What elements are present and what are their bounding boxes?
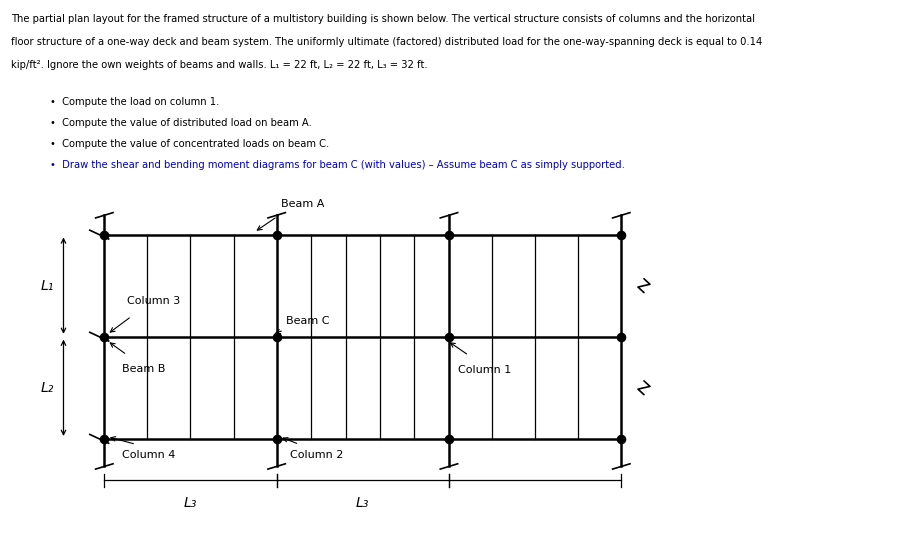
Text: Column 2: Column 2 — [290, 450, 344, 460]
Text: L₁: L₁ — [41, 279, 54, 293]
Text: L₃: L₃ — [356, 496, 369, 509]
Point — [97, 230, 112, 239]
Text: L₃: L₃ — [184, 496, 197, 509]
Text: •  Compute the value of concentrated loads on beam C.: • Compute the value of concentrated load… — [50, 139, 329, 149]
Point — [614, 332, 629, 341]
Text: Beam C: Beam C — [286, 316, 329, 326]
Point — [442, 332, 456, 341]
Text: Column 1: Column 1 — [458, 365, 512, 375]
Text: •  Compute the value of distributed load on beam A.: • Compute the value of distributed load … — [50, 118, 312, 128]
Text: •  Compute the load on column 1.: • Compute the load on column 1. — [50, 97, 219, 107]
Text: The partial plan layout for the framed structure of a multistory building is sho: The partial plan layout for the framed s… — [11, 14, 755, 24]
Point — [442, 230, 456, 239]
Point — [269, 230, 284, 239]
Text: floor structure of a one-way deck and beam system. The uniformly ultimate (facto: floor structure of a one-way deck and be… — [11, 37, 762, 47]
Point — [269, 434, 284, 443]
Point — [97, 332, 112, 341]
Point — [269, 332, 284, 341]
Text: kip/ft². Ignore the own weights of beams and walls. L₁ = 22 ft, L₂ = 22 ft, L₃ =: kip/ft². Ignore the own weights of beams… — [11, 60, 427, 70]
Text: L₂: L₂ — [41, 381, 54, 395]
Point — [614, 434, 629, 443]
Point — [614, 230, 629, 239]
Text: Column 3: Column 3 — [127, 296, 180, 306]
Text: •  Draw the shear and bending moment diagrams for beam C (with values) – Assume : • Draw the shear and bending moment diag… — [50, 160, 625, 170]
Text: Column 4: Column 4 — [122, 450, 176, 460]
Point — [442, 434, 456, 443]
Text: Beam A: Beam A — [281, 199, 325, 209]
Point — [97, 434, 112, 443]
Text: Beam B: Beam B — [122, 364, 166, 374]
